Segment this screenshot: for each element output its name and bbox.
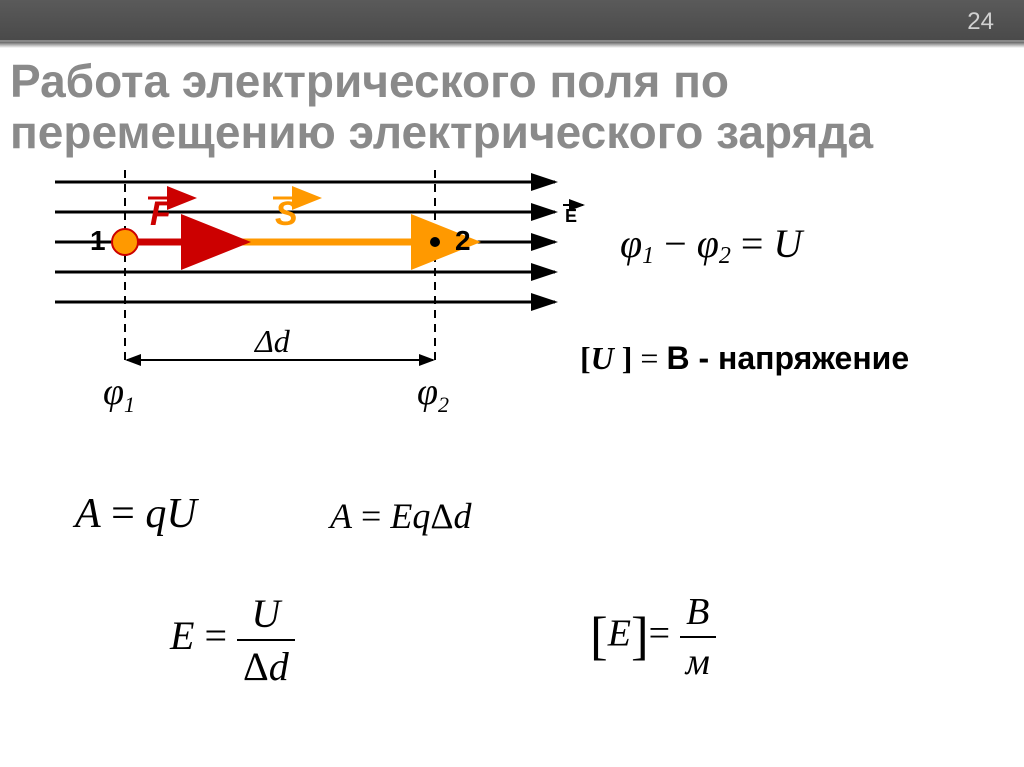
charge-dot: [112, 229, 138, 255]
point2-label: 2: [455, 225, 471, 256]
delta-d-label: Δd: [253, 323, 291, 359]
slide-title: Работа электрического поля по перемещени…: [10, 56, 1014, 157]
eq-a-eqd: A = EqΔd: [330, 495, 471, 537]
s-label: S: [275, 195, 298, 233]
header-shadow: [0, 42, 1024, 48]
e-field-label: E: [565, 206, 577, 226]
eq-phi-diff: φ1 − φ2 = U: [620, 220, 802, 270]
field-diagram: 1 2 F S E Δd φ1 φ2: [55, 170, 575, 410]
eq-e-unit: [E]= Bм: [590, 590, 716, 684]
phi1-label: φ1: [103, 371, 135, 417]
eq-voltage-unit: [U ] = В - напряжение: [580, 340, 909, 377]
f-label: F: [150, 195, 172, 233]
eq-a-qu: A = qU: [75, 490, 197, 538]
phi2-label: φ2: [417, 371, 449, 417]
header-bar: [0, 0, 1024, 42]
slide-number: 24: [967, 8, 994, 36]
point1-label: 1: [90, 225, 106, 256]
point2-dot: [430, 237, 440, 247]
eq-e-ratio: E = UΔd: [170, 590, 295, 690]
